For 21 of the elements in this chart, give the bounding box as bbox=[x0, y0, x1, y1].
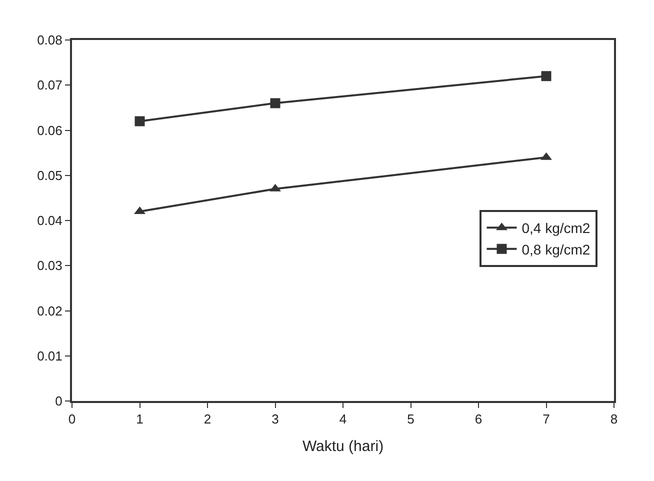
y-tick-label: 0.02 bbox=[37, 303, 62, 318]
y-tick-label: 0.08 bbox=[37, 32, 62, 48]
legend-label: 0,4 kg/cm2 bbox=[522, 220, 590, 236]
x-tick-label: 3 bbox=[272, 412, 279, 427]
legend-label: 0,8 kg/cm2 bbox=[522, 241, 590, 258]
x-tick-label: 6 bbox=[474, 412, 482, 427]
x-tick-label: 4 bbox=[339, 412, 347, 427]
x-tick-label: 1 bbox=[136, 412, 144, 427]
x-tick-label: 5 bbox=[407, 412, 414, 427]
x-tick-label: 7 bbox=[542, 412, 550, 427]
y-tick-label: 0.07 bbox=[37, 78, 62, 93]
y-tick-label: 0 bbox=[55, 394, 62, 409]
y-tick-label: 0.03 bbox=[37, 258, 62, 274]
x-tick-label: 2 bbox=[204, 412, 212, 427]
x-tick-label: 8 bbox=[610, 412, 618, 427]
x-tick-label: 0 bbox=[68, 412, 76, 427]
y-tick-label: 0.05 bbox=[37, 168, 62, 183]
y-tick-label: 0.01 bbox=[37, 348, 62, 364]
x-axis-title: Waktu (hari) bbox=[302, 438, 384, 456]
y-tick-label: 0.04 bbox=[37, 213, 62, 228]
y-tick-label: 0.06 bbox=[37, 122, 62, 138]
